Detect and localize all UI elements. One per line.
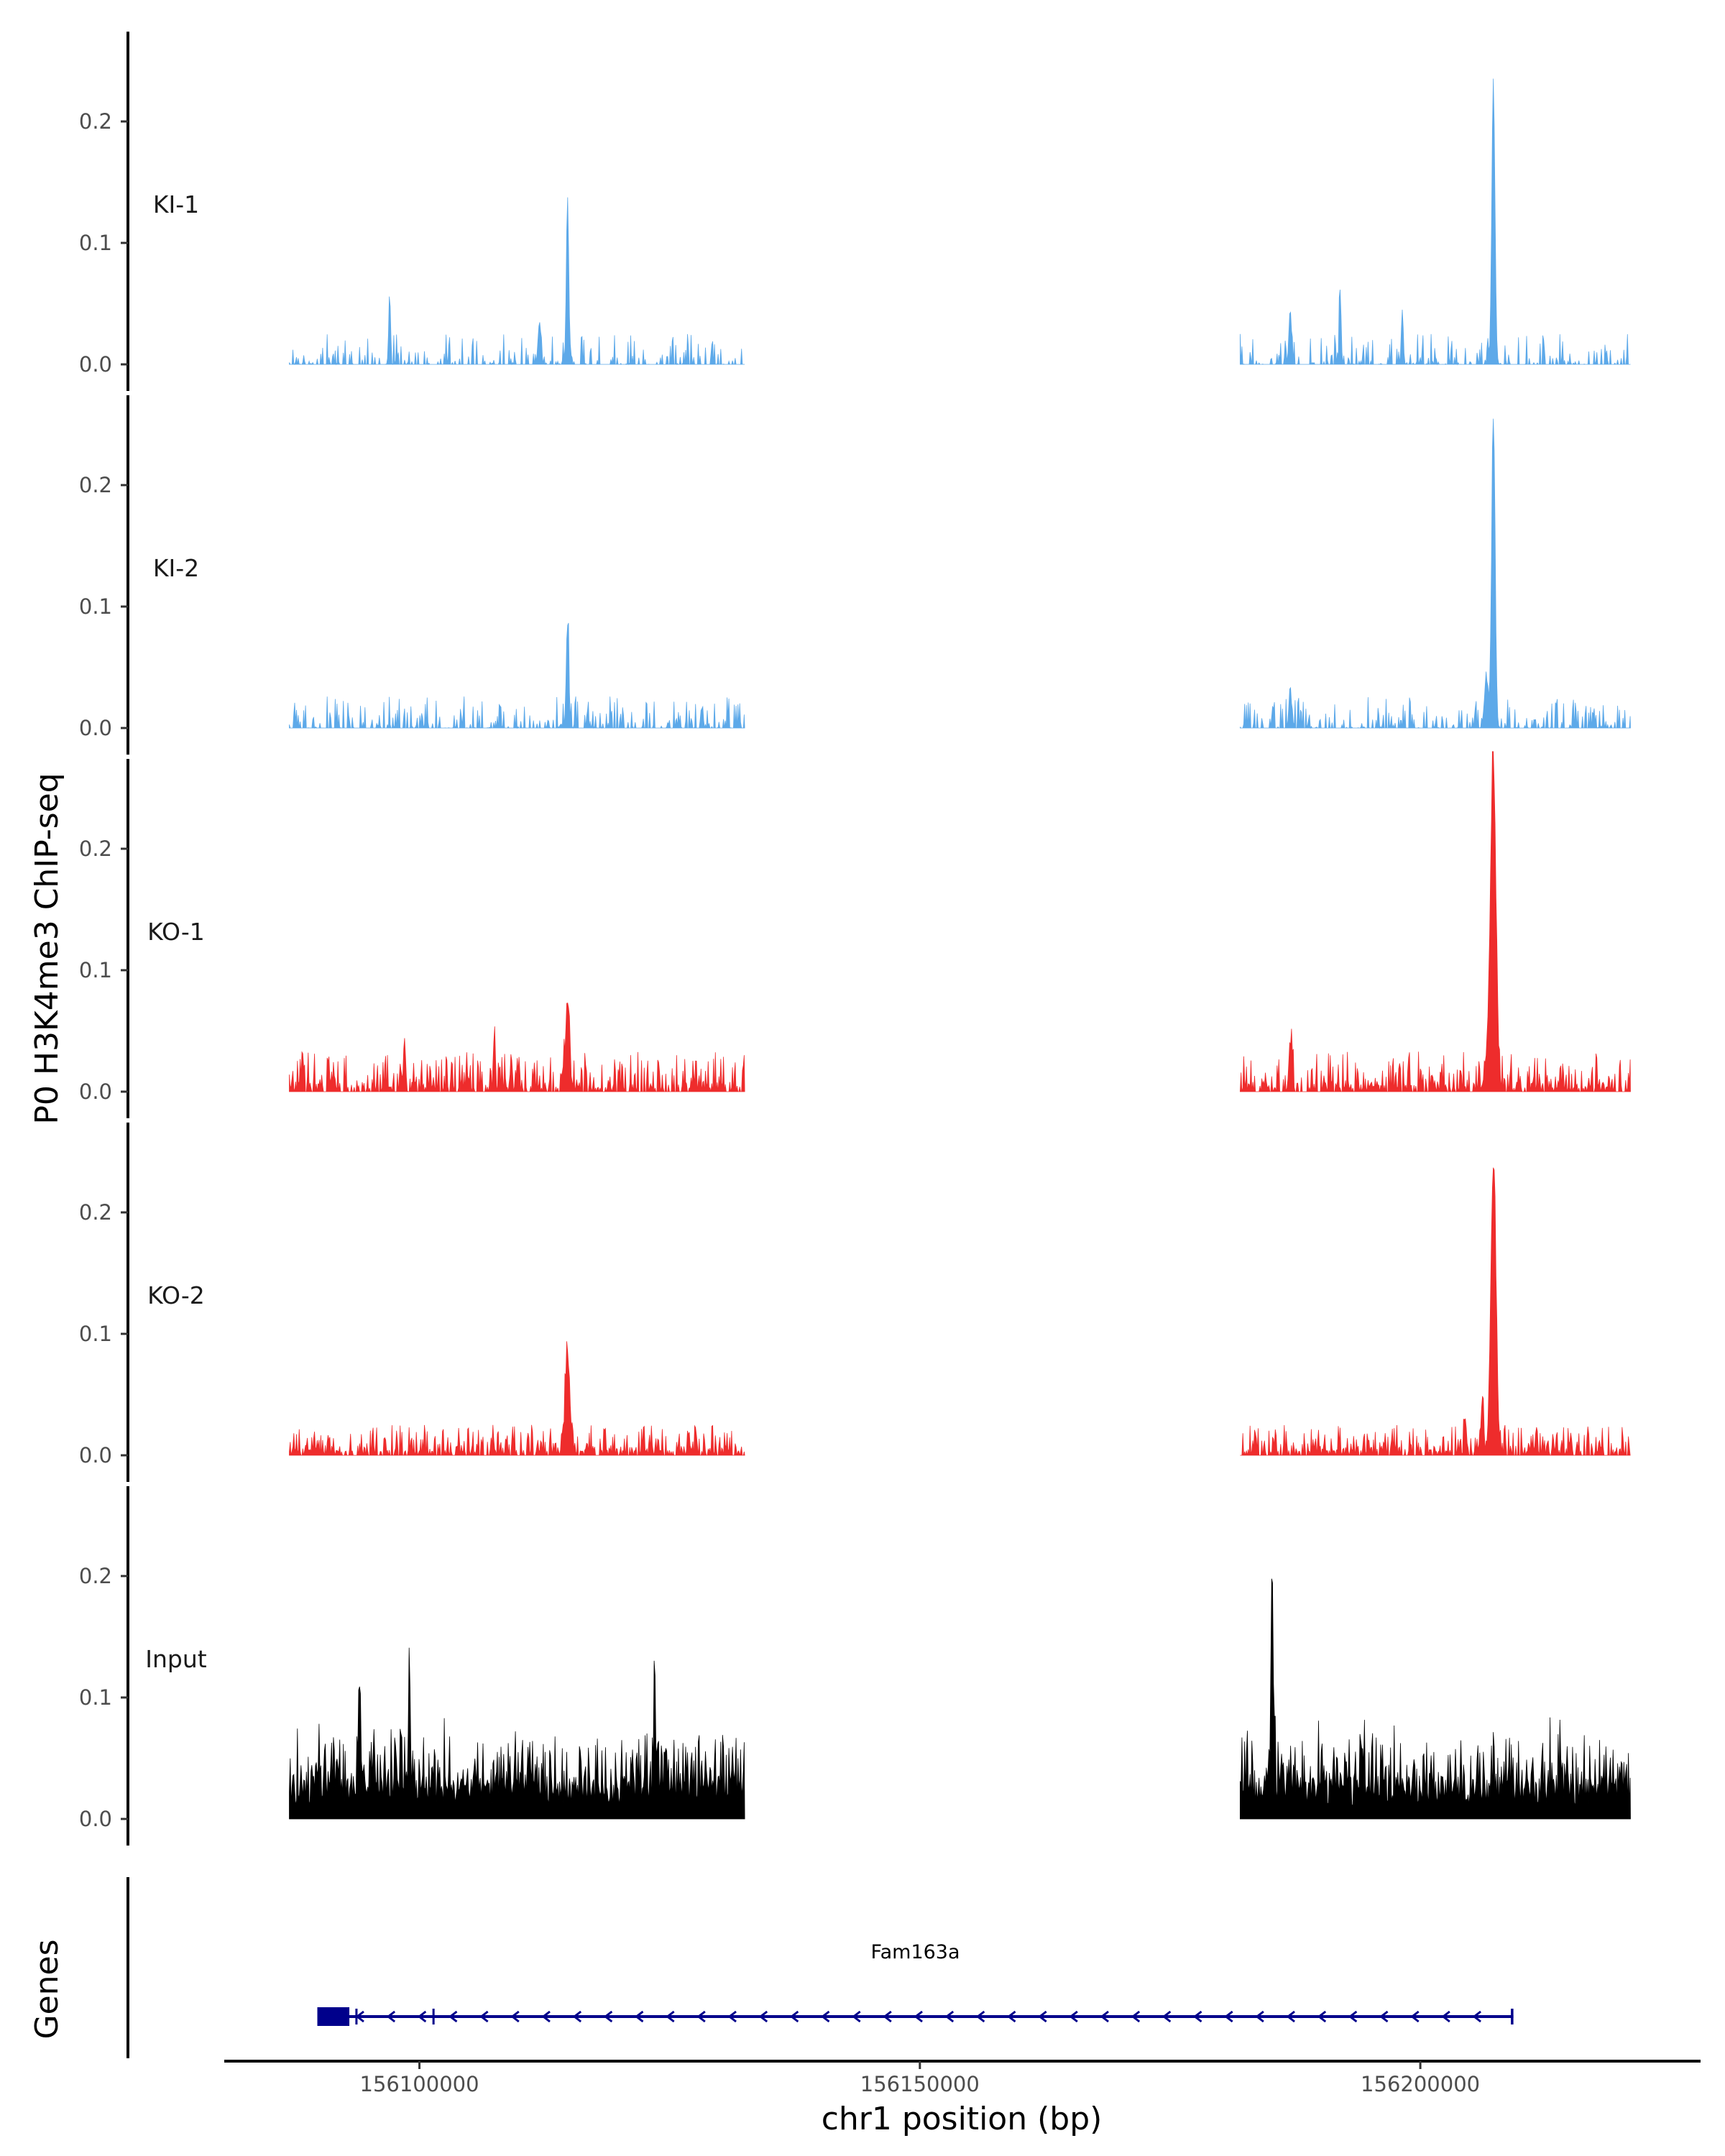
signal-area: [1240, 78, 1631, 366]
strand-arrow: [355, 2010, 364, 2023]
strand-arrow: [1193, 2010, 1202, 2023]
strand-arrow: [883, 2010, 892, 2023]
strand-arrow: [789, 2010, 799, 2023]
track-label: Input: [145, 1645, 207, 1673]
track-label: KI-2: [153, 554, 199, 582]
x-axis: 156100000 156150000 156200000: [224, 2060, 1701, 2096]
y-tick-label: 0.1: [79, 594, 112, 619]
strand-arrow: [635, 2010, 644, 2023]
strand-arrow: [386, 2010, 396, 2023]
strand-arrow: [1038, 2010, 1047, 2023]
strand-arrow: [727, 2010, 737, 2023]
strand-arrow: [666, 2010, 675, 2023]
track-ki-2: 0.0 0.1 0.2 KI-2: [79, 395, 1631, 755]
track-ko-2: 0.0 0.1 0.2 KO-2: [79, 1123, 1631, 1482]
y-tick-label: 0.0: [79, 1807, 112, 1831]
strand-arrow: [758, 2010, 768, 2023]
y-axis-title: P0 H3K4me3 ChIP-seq: [29, 773, 65, 1124]
strand-arrow: [1131, 2010, 1141, 2023]
x-tick-label: 156150000: [860, 2072, 980, 2096]
signal-area: [289, 1003, 745, 1092]
y-tick-label: 0.0: [79, 352, 112, 377]
y-tick-label: 0.2: [79, 109, 112, 134]
y-tick-label: 0.0: [79, 716, 112, 740]
y-tick-label: 0.2: [79, 837, 112, 861]
signal-area: [1240, 1167, 1631, 1456]
signal-area: [1239, 751, 1631, 1092]
gene-exon-tick: [1511, 2009, 1514, 2024]
gene-exon-block: [317, 2007, 350, 2026]
signal-area: [289, 622, 745, 729]
signal-area: [289, 1647, 745, 1820]
strand-arrow: [1069, 2010, 1078, 2023]
strand-arrow: [1007, 2010, 1016, 2023]
strand-arrow: [417, 2010, 427, 2023]
y-tick-label: 0.0: [79, 1443, 112, 1468]
y-tick-label: 0.1: [79, 1322, 112, 1346]
strand-arrow: [821, 2010, 830, 2023]
strand-arrow: [1317, 2010, 1327, 2023]
strand-arrow: [541, 2010, 551, 2023]
tracks-layer: 0.00.10.2KI-10.00.10.2KI-20.00.10.2KO-10…: [79, 32, 1631, 1846]
strand-arrow: [696, 2010, 706, 2023]
strand-arrow: [914, 2010, 923, 2023]
x-axis-title: chr1 position (bp): [822, 2101, 1103, 2137]
strand-arrow: [448, 2010, 458, 2023]
strand-arrow: [944, 2010, 954, 2023]
track-label: KO-2: [147, 1281, 205, 1309]
y-tick-label: 0.0: [79, 1079, 112, 1104]
genes-axis-title: Genes: [29, 1939, 65, 2039]
strand-arrow: [572, 2010, 582, 2023]
strand-arrow: [852, 2010, 861, 2023]
y-tick-label: 0.1: [79, 958, 112, 982]
strand-arrow: [1379, 2010, 1389, 2023]
strand-arrow: [1100, 2010, 1109, 2023]
y-tick-label: 0.1: [79, 231, 112, 255]
gene-track: Fam163a: [126, 1877, 1514, 2058]
signal-area: [1240, 1578, 1631, 1820]
strand-arrow: [603, 2010, 613, 2023]
strand-arrow: [975, 2010, 985, 2023]
strand-arrow: [1410, 2010, 1420, 2023]
x-tick-label: 156100000: [360, 2072, 479, 2096]
track-label: KO-1: [147, 918, 205, 946]
gene-exon-tick: [432, 2009, 435, 2024]
strand-arrow: [1286, 2010, 1295, 2023]
strand-arrow: [479, 2010, 489, 2023]
strand-arrow: [1255, 2010, 1264, 2023]
y-tick-label: 0.2: [79, 473, 112, 497]
track-input: 0.0 0.1 0.2 Input: [79, 1486, 1631, 1846]
strand-arrow: [1472, 2010, 1481, 2023]
strand-arrow: [1224, 2010, 1233, 2023]
strand-arrow: [1162, 2010, 1172, 2023]
x-tick-label: 156200000: [1361, 2072, 1480, 2096]
signal-area: [1240, 418, 1631, 729]
track-ki-1: 0.0 0.1 0.2 KI-1: [79, 32, 1631, 391]
signal-area: [289, 197, 745, 366]
y-tick-label: 0.1: [79, 1685, 112, 1710]
track-ko-1: 0.0 0.1 0.2 KO-1: [79, 751, 1631, 1118]
strand-arrow: [1348, 2010, 1358, 2023]
y-tick-label: 0.2: [79, 1564, 112, 1588]
gene-name-label: Fam163a: [871, 1941, 960, 1963]
track-label: KI-1: [153, 190, 199, 218]
signal-area: [289, 1341, 745, 1456]
y-tick-label: 0.2: [79, 1200, 112, 1225]
strand-arrow: [1441, 2010, 1450, 2023]
strand-arrow: [510, 2010, 520, 2023]
